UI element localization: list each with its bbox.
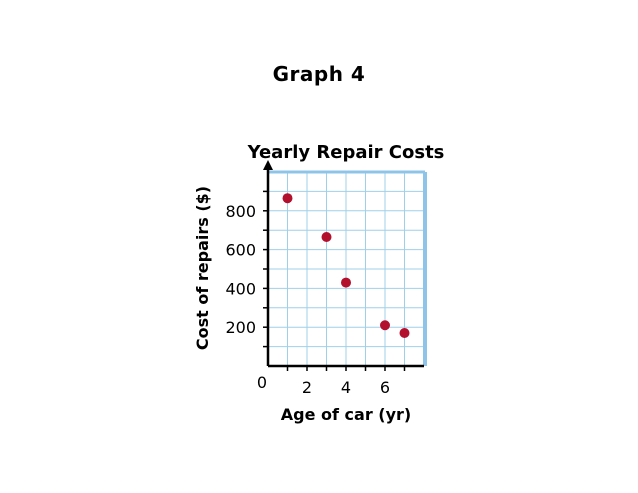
page-heading: Graph 4 bbox=[272, 62, 366, 86]
y-axis-label: Cost of repairs ($) bbox=[193, 186, 212, 350]
x-axis-label: Age of car (yr) bbox=[281, 405, 411, 424]
tick-labels: 2 4 6 200 400 600 800 bbox=[225, 202, 390, 397]
plot-frame bbox=[268, 170, 427, 366]
x-tick-label: 2 bbox=[302, 378, 312, 397]
data-point bbox=[341, 277, 351, 288]
origin-label: 0 bbox=[257, 373, 267, 392]
y-tick-label: 800 bbox=[225, 202, 256, 221]
x-tick-label: 6 bbox=[380, 378, 390, 397]
data-points bbox=[282, 193, 410, 339]
y-tick-label: 400 bbox=[225, 279, 256, 298]
data-point bbox=[399, 328, 410, 339]
axes bbox=[263, 160, 424, 371]
data-point bbox=[321, 231, 332, 242]
data-point bbox=[282, 193, 293, 204]
y-axis-arrow bbox=[263, 160, 273, 170]
chart-title: Yearly Repair Costs bbox=[247, 142, 445, 163]
x-tick-label: 4 bbox=[341, 378, 351, 397]
y-tick-label: 600 bbox=[225, 241, 256, 260]
data-point bbox=[380, 320, 390, 331]
y-tick-label: 200 bbox=[225, 318, 256, 337]
